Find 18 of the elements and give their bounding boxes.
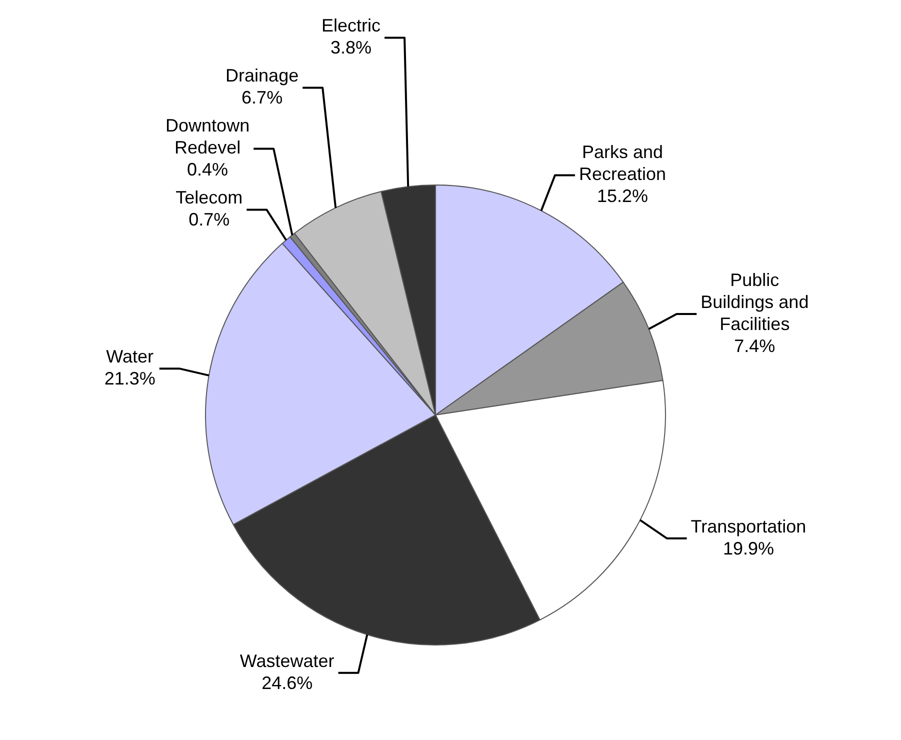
slice-label: Telecom xyxy=(176,188,243,208)
data-label: 21.3% xyxy=(104,368,156,389)
data-label: 0.7% xyxy=(188,210,230,230)
slice-label: Transportation xyxy=(690,516,806,536)
data-label: 7.4% xyxy=(734,336,776,356)
slice-label: Wastewater xyxy=(240,650,334,671)
slice-label: Downtown Redevel xyxy=(166,116,250,158)
data-label: 15.2% xyxy=(596,186,648,206)
slice-label: Public Buildings and Facilities xyxy=(700,270,809,334)
data-label: 3.8% xyxy=(330,38,372,58)
slice-label: Electric xyxy=(322,16,381,36)
slice-label: Parks and Recreation xyxy=(578,142,666,184)
slice-label: Drainage xyxy=(226,66,299,86)
data-label: 6.7% xyxy=(242,88,283,108)
slice-label: Water xyxy=(106,346,154,367)
data-label: 0.4% xyxy=(187,160,228,180)
data-label: 19.9% xyxy=(722,538,774,558)
data-label: 24.6% xyxy=(262,672,313,693)
